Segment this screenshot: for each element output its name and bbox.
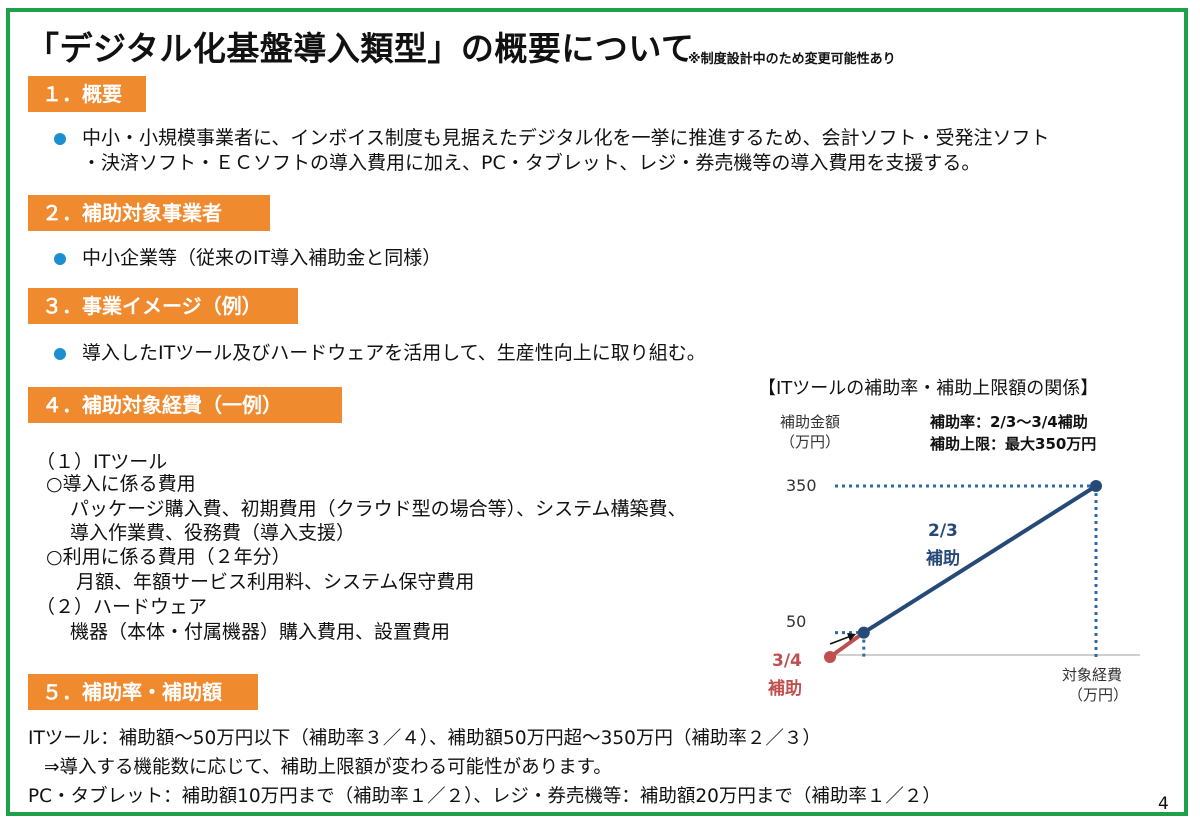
rate-line-1: ITツール：補助額～50万円以下（補助率３／４）、補助額50万円超～350万円（… (28, 728, 821, 749)
expense-line: ○導入に係る費用 (46, 473, 196, 495)
design-note: ※制度設計中のため変更可能性あり (688, 52, 896, 67)
x-axis-label: 対象経費 (1062, 666, 1123, 684)
section-heading-overview: １．概要 (28, 76, 146, 112)
overview-line-2: ・決済ソフト・ＥＣソフトの導入費用に加え、PC・タブレット、レジ・券売機等の導入… (82, 152, 981, 174)
section-heading-image: ３．事業イメージ（例） (28, 288, 298, 324)
expense-line: （２）ハードウェア (36, 596, 208, 618)
chart-title: 【ITツールの補助率・補助上限額の関係】 (758, 378, 1099, 399)
y-axis-unit: （万円） (780, 433, 841, 451)
y-axis-label: 補助金額 (780, 413, 841, 431)
y-tick-350: 350 (786, 476, 817, 495)
rate-line-2: ⇒導入する機能数に応じて、補助上限額が変わる可能性があります。 (44, 757, 612, 778)
chart-info-rate: 補助率：2/3～3/4補助 (930, 413, 1088, 431)
expense-line: 機器（本体・付属機器）購入費用、設置費用 (70, 621, 451, 643)
label-two-thirds-sub: 補助 (926, 549, 960, 569)
label-two-thirds: 2/3 (928, 521, 958, 541)
section-heading-eligible: ２．補助対象事業者 (28, 195, 270, 231)
expense-line: ○利用に係る費用（２年分） (46, 546, 291, 568)
slide-frame (6, 8, 1188, 816)
eligible-line: 中小企業等（従来のIT導入補助金と同様） (82, 247, 442, 269)
section-heading-expenses: ４．補助対象経費（一例） (28, 387, 342, 423)
chart-info-limit: 補助上限：最大350万円 (930, 435, 1097, 453)
page-number: 4 (1158, 794, 1169, 814)
page-title: 「デジタル化基盤導入類型」の概要について (26, 29, 695, 68)
y-tick-50: 50 (786, 612, 807, 631)
label-three-quarters-sub: 補助 (768, 679, 802, 699)
rate-line-3: PC・タブレット：補助額10万円まで（補助率１／２）、レジ・券売機等：補助額20… (28, 786, 941, 807)
bullet-icon (54, 253, 66, 265)
label-three-quarters: 3/4 (772, 651, 802, 671)
bullet-icon (54, 133, 66, 145)
overview-line-1: 中小・小規模事業者に、インボイス制度も見据えたデジタル化を一挙に推進するため、会… (82, 127, 1050, 149)
section-heading-rates: ５．補助率・補助額 (28, 674, 258, 710)
expense-line: 月額、年額サービス利用料、システム保守費用 (76, 571, 475, 593)
expense-line: パッケージ購入費、初期費用（クラウド型の場合等）、システム構築費、 (70, 498, 687, 520)
expense-line: 導入作業費、役務費（導入支援） (70, 522, 356, 544)
image-line: 導入したITツール及びハードウェアを活用して、生産性向上に取り組む。 (82, 342, 706, 364)
bullet-icon (54, 348, 66, 360)
x-axis-unit: （万円） (1068, 686, 1129, 704)
expense-line: （１）ITツール (36, 451, 168, 473)
